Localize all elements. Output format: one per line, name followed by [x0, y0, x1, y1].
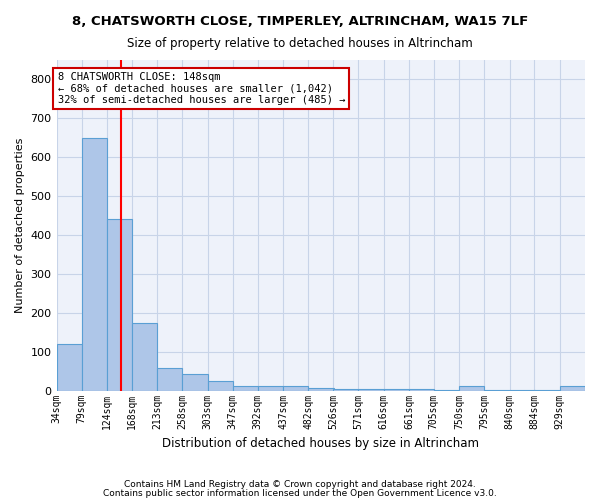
Text: 8 CHATSWORTH CLOSE: 148sqm
← 68% of detached houses are smaller (1,042)
32% of s: 8 CHATSWORTH CLOSE: 148sqm ← 68% of deta…	[58, 72, 345, 105]
X-axis label: Distribution of detached houses by size in Altrincham: Distribution of detached houses by size …	[162, 437, 479, 450]
Text: Contains public sector information licensed under the Open Government Licence v3: Contains public sector information licen…	[103, 488, 497, 498]
Bar	[132, 322, 157, 390]
Text: 8, CHATSWORTH CLOSE, TIMPERLEY, ALTRINCHAM, WA15 7LF: 8, CHATSWORTH CLOSE, TIMPERLEY, ALTRINCH…	[72, 15, 528, 28]
Bar	[157, 368, 182, 390]
Bar	[258, 386, 283, 390]
Bar	[56, 344, 82, 391]
Bar	[107, 220, 133, 390]
Bar	[82, 138, 107, 390]
Bar	[182, 374, 208, 390]
Bar	[459, 386, 484, 390]
Y-axis label: Number of detached properties: Number of detached properties	[15, 138, 25, 313]
Bar	[283, 386, 308, 390]
Bar	[233, 386, 258, 390]
Text: Contains HM Land Registry data © Crown copyright and database right 2024.: Contains HM Land Registry data © Crown c…	[124, 480, 476, 489]
Bar	[308, 388, 334, 390]
Text: Size of property relative to detached houses in Altrincham: Size of property relative to detached ho…	[127, 38, 473, 51]
Bar	[208, 381, 233, 390]
Bar	[333, 388, 358, 390]
Bar	[560, 386, 585, 390]
